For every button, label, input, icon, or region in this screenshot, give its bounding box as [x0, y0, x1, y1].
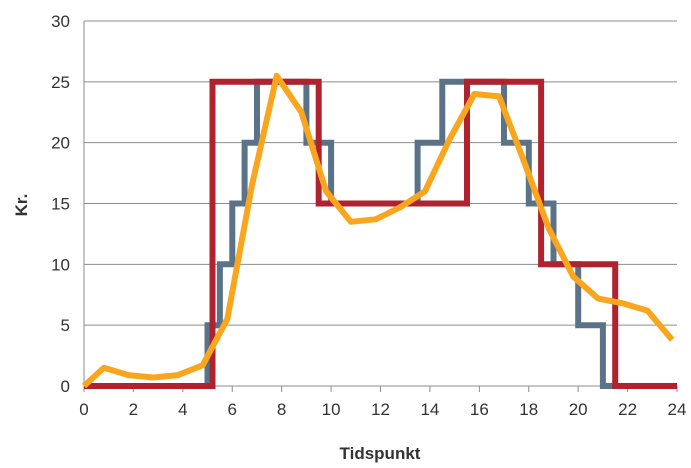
y-tick-label: 20	[51, 134, 70, 153]
y-tick-label: 25	[51, 73, 70, 92]
series-line-1	[84, 78, 677, 389]
x-tick-label: 10	[322, 400, 341, 419]
gridlines	[84, 20, 677, 326]
y-tick-label: 10	[51, 255, 70, 274]
x-tick-label: 12	[371, 400, 390, 419]
x-axis-title: Tidspunkt	[340, 444, 421, 463]
y-axis-title: Kr.	[12, 194, 31, 217]
x-tick-label: 4	[178, 400, 187, 419]
y-tick-label: 15	[51, 195, 70, 214]
x-tick-label: 14	[420, 400, 439, 419]
x-tick-label: 2	[129, 400, 138, 419]
y-tick-label: 0	[61, 377, 70, 396]
x-tick-label: 8	[277, 400, 286, 419]
series-line-3	[81, 72, 675, 389]
x-tick-label: 0	[79, 400, 88, 419]
y-tick-label: 30	[51, 12, 70, 31]
x-tick-label: 6	[228, 400, 237, 419]
x-tick-label: 18	[519, 400, 538, 419]
x-tick-label: 20	[569, 400, 588, 419]
x-tick-label: 16	[470, 400, 489, 419]
x-tick-label: 22	[618, 400, 637, 419]
y-tick-label: 5	[61, 316, 70, 335]
series-lines	[81, 72, 677, 389]
series-line-2	[84, 78, 677, 389]
x-tick-label: 24	[668, 400, 687, 419]
